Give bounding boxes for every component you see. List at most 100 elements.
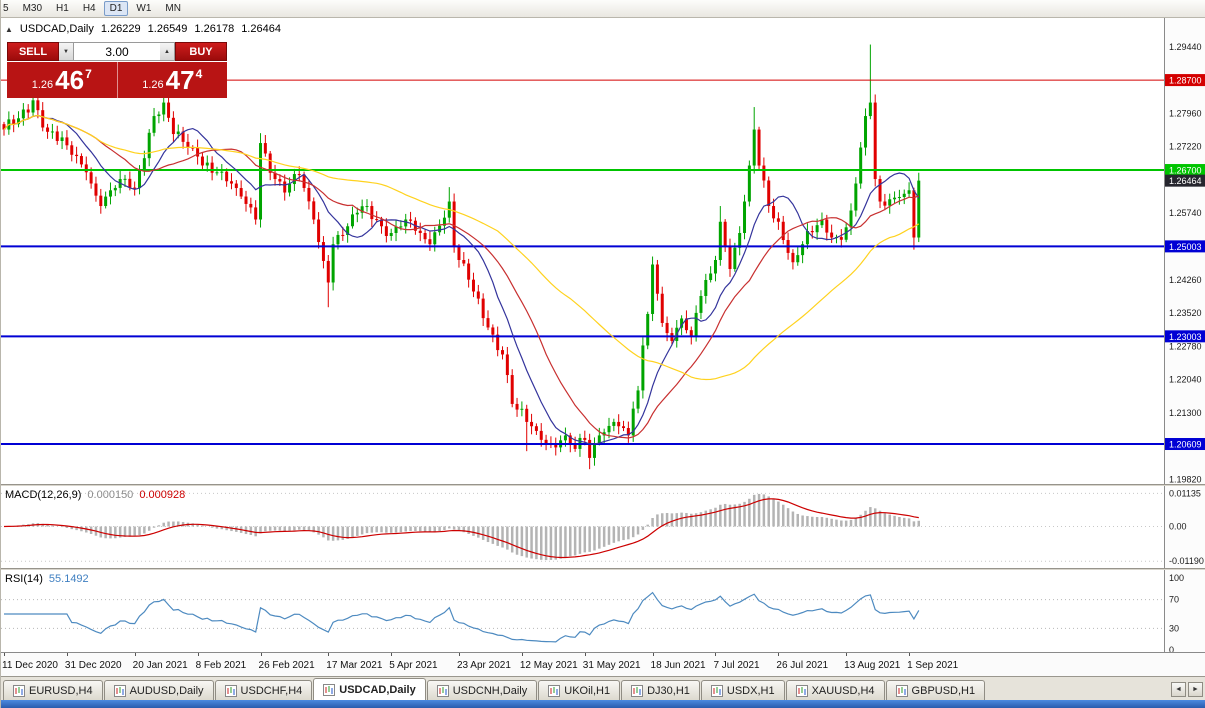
- buy-button[interactable]: BUY: [175, 42, 227, 61]
- svg-text:0.01135: 0.01135: [1169, 488, 1201, 498]
- chart-tabs: EURUSD,H4 AUDUSD,Daily USDCHF,H4 USDCAD,Dai…: [3, 677, 986, 700]
- svg-text:-0.01190: -0.01190: [1169, 556, 1204, 566]
- svg-text:1.23003: 1.23003: [1169, 332, 1202, 342]
- mini-chart-icon: [13, 684, 25, 697]
- price-tag: 1.23003: [1165, 330, 1205, 343]
- time-axis-label: 12 May 2021: [519, 660, 578, 671]
- svg-text:1.27220: 1.27220: [1169, 142, 1202, 152]
- timeframe-button-H4[interactable]: H4: [82, 3, 96, 14]
- time-axis-label: 13 Aug 2021: [844, 660, 901, 671]
- timeframe-toolbar: 5 M30 H1 H4 D1 W1 MN: [1, 0, 1205, 18]
- panel-resize-handle[interactable]: [1, 568, 1205, 570]
- low-value: 1.26178: [194, 23, 235, 35]
- time-axis-tick: [652, 653, 654, 656]
- time-axis-tick: [778, 653, 780, 656]
- bid-price-pip: 7: [85, 67, 92, 81]
- volume-input[interactable]: 3.00: [74, 42, 160, 61]
- tab-label: EURUSD,H4: [29, 684, 93, 697]
- chart-tab-xauusd-h4[interactable]: XAUUSD,H4: [785, 680, 885, 700]
- tab-label: GBPUSD,H1: [911, 684, 976, 697]
- time-axis-label: 31 Dec 2020: [64, 660, 122, 671]
- svg-text:70: 70: [1169, 595, 1179, 605]
- time-axis-tick: [391, 653, 393, 656]
- tab-scroll-arrows: ◄ ►: [1171, 682, 1203, 700]
- time-axis-label: 18 Jun 2021: [650, 660, 706, 671]
- time-axis-label: 8 Feb 2021: [195, 660, 247, 671]
- tab-scroll-left-button[interactable]: ◄: [1171, 682, 1186, 697]
- price-tag: 1.26700: [1165, 164, 1205, 177]
- chart-tab-dj30-h1[interactable]: DJ30,H1: [621, 680, 700, 700]
- tab-label: AUDUSD,Daily: [129, 684, 204, 697]
- time-axis-label: 1 Sep 2021: [907, 660, 959, 671]
- chart-tab-usdchf-h4[interactable]: USDCHF,H4: [214, 680, 313, 700]
- price-tag: 1.26464: [1165, 174, 1205, 187]
- time-axis-label: 7 Jul 2021: [713, 660, 760, 671]
- chart-tab-ukoil-h1[interactable]: UKOil,H1: [538, 680, 621, 700]
- svg-text:1.22780: 1.22780: [1169, 341, 1202, 351]
- tab-label: USDCHF,H4: [240, 684, 303, 697]
- chart-tab-audusd-daily[interactable]: AUDUSD,Daily: [103, 680, 214, 700]
- price-tag: 1.28700: [1165, 74, 1205, 87]
- svg-text:1.25003: 1.25003: [1169, 242, 1202, 252]
- bid-price-big: 46: [55, 65, 85, 95]
- close-value: 1.26464: [241, 23, 281, 35]
- bid-price-prefix: 1.26: [31, 79, 54, 91]
- rsi-label: RSI(14) 55.1492: [5, 573, 89, 585]
- one-click-collapse-icon[interactable]: ▲: [5, 24, 13, 34]
- volume-increase-button[interactable]: ▲: [160, 42, 175, 61]
- macd-canvas[interactable]: 0.01135 0.00 -0.01190: [1, 486, 1205, 568]
- rsi-canvas[interactable]: 100 70 30 0: [1, 570, 1205, 652]
- svg-text:1.23520: 1.23520: [1169, 308, 1202, 318]
- panel-resize-handle[interactable]: [1, 484, 1205, 486]
- timeframe-button-H1[interactable]: H1: [56, 3, 69, 14]
- time-axis-tick: [260, 653, 262, 656]
- time-axis-label: 5 Apr 2021: [389, 660, 438, 671]
- timeframe-button-MN[interactable]: MN: [165, 3, 181, 14]
- time-axis-tick: [715, 653, 717, 656]
- chart-tab-usdcad-daily[interactable]: USDCAD,Daily: [313, 678, 426, 700]
- time-axis[interactable]: 11 Dec 2020 31 Dec 2020 20 Jan 2021 8 Feb 2…: [1, 652, 1205, 676]
- svg-text:100: 100: [1169, 573, 1184, 583]
- tab-label: XAUUSD,H4: [811, 684, 875, 697]
- tab-label: USDX,H1: [726, 684, 775, 697]
- chart-tab-bar: EURUSD,H4 AUDUSD,Daily USDCHF,H4 USDCAD,Dai…: [1, 676, 1205, 700]
- ma-50-line: [3, 114, 920, 381]
- svg-text:1.26464: 1.26464: [1169, 176, 1202, 186]
- macd-signal-value: 0.000928: [139, 489, 186, 501]
- price-tag: 1.20609: [1165, 438, 1205, 451]
- chart-tab-usdx-h1[interactable]: USDX,H1: [700, 680, 785, 700]
- mini-chart-icon: [224, 684, 237, 697]
- svg-text:1.27960: 1.27960: [1169, 108, 1202, 118]
- rsi-value: 55.1492: [48, 573, 89, 585]
- tab-label: UKOil,H1: [564, 684, 611, 697]
- timeframe-button-D1[interactable]: D1: [103, 1, 129, 16]
- tab-label: USDCNH,Daily: [452, 684, 528, 697]
- svg-text:30: 30: [1169, 623, 1179, 633]
- tab-scroll-right-button[interactable]: ►: [1188, 682, 1203, 697]
- timeframe-button-W1[interactable]: W1: [136, 3, 152, 14]
- rsi-line: [4, 591, 920, 643]
- bid-price-display[interactable]: 1.26 46 7: [7, 62, 118, 98]
- chart-tab-gbpusd-h1[interactable]: GBPUSD,H1: [885, 680, 986, 700]
- chart-tab-usdcnh-daily[interactable]: USDCNH,Daily: [426, 680, 538, 700]
- ask-price-display[interactable]: 1.26 47 4: [117, 62, 227, 98]
- time-axis-label: 26 Jul 2021: [776, 660, 829, 671]
- chart-tab-eurusd-h4[interactable]: EURUSD,H4: [3, 680, 103, 700]
- time-axis-tick: [328, 653, 330, 656]
- svg-text:1.19820: 1.19820: [1169, 475, 1202, 484]
- time-axis-label: 26 Feb 2021: [258, 660, 315, 671]
- svg-text:1.20609: 1.20609: [1169, 440, 1202, 450]
- ask-price-big: 47: [165, 65, 195, 95]
- svg-text:1.24260: 1.24260: [1169, 275, 1202, 285]
- volume-decrease-button[interactable]: ▼: [59, 42, 74, 61]
- ma-20-line: [3, 114, 920, 439]
- svg-text:1.21300: 1.21300: [1169, 408, 1202, 418]
- sell-button[interactable]: SELL: [7, 42, 59, 61]
- rsi-panel: 100 70 30 0 RSI(14) 55.1492: [1, 570, 1205, 652]
- timeframe-button-5[interactable]: 5: [3, 3, 9, 14]
- svg-text:1.22040: 1.22040: [1169, 375, 1202, 385]
- macd-panel: 0.01135 0.00 -0.01190 MACD(12,26,9) 0.0001…: [1, 486, 1205, 568]
- window-bottom-edge: [1, 700, 1205, 708]
- timeframe-button-M30[interactable]: M30: [22, 3, 43, 14]
